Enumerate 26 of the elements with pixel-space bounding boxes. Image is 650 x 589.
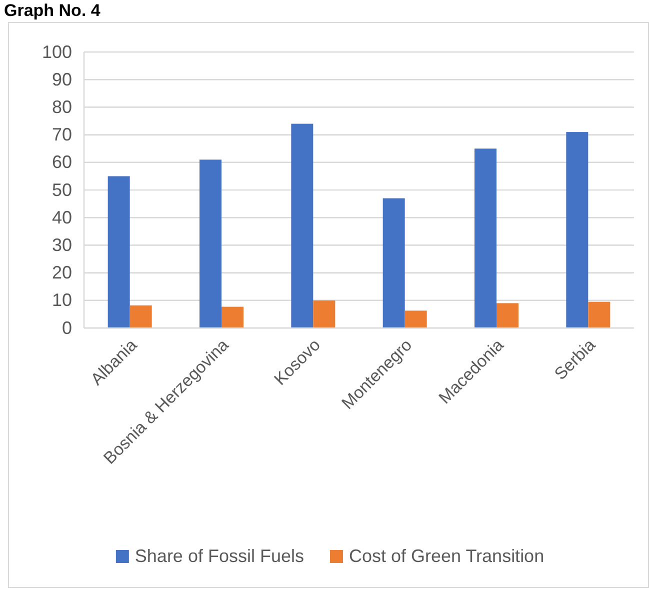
y-tick-label: 50 bbox=[52, 180, 72, 200]
bar bbox=[588, 302, 610, 328]
bar bbox=[108, 176, 130, 328]
legend-label: Share of Fossil Fuels bbox=[134, 546, 304, 566]
y-tick-label: 100 bbox=[42, 42, 72, 62]
bar bbox=[496, 303, 518, 328]
bar bbox=[200, 160, 222, 328]
bar bbox=[474, 148, 496, 328]
y-tick-label: 60 bbox=[52, 152, 72, 172]
bar bbox=[222, 306, 244, 328]
y-tick-label: 40 bbox=[52, 207, 72, 228]
legend-label: Cost of Green Transition bbox=[348, 546, 544, 566]
bar bbox=[130, 305, 152, 328]
chart-title: Graph No. 4 bbox=[4, 1, 101, 20]
y-tick-label: 90 bbox=[52, 69, 72, 90]
y-tick-label: 70 bbox=[52, 124, 72, 145]
y-tick-label: 0 bbox=[62, 318, 72, 338]
bar bbox=[291, 124, 314, 328]
bar bbox=[566, 132, 588, 328]
y-tick-label: 10 bbox=[52, 290, 72, 310]
bar bbox=[404, 310, 427, 328]
y-tick-label: 80 bbox=[52, 96, 72, 117]
bar bbox=[382, 198, 405, 328]
bar bbox=[313, 300, 336, 328]
y-tick-label: 30 bbox=[52, 234, 72, 255]
y-tick-label: 20 bbox=[52, 262, 72, 283]
